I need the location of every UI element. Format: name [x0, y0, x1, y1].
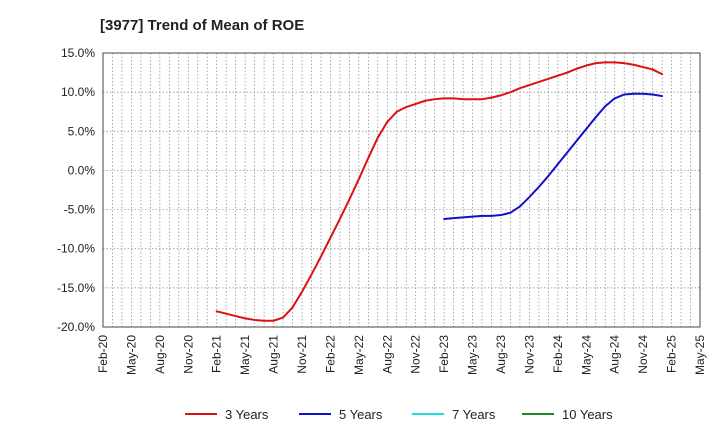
y-tick-label: 10.0% — [61, 85, 95, 99]
y-tick-label: 15.0% — [61, 46, 95, 60]
x-tick-label: May-20 — [124, 335, 138, 375]
x-tick-label: May-24 — [579, 335, 593, 375]
y-tick-label: 0.0% — [68, 163, 96, 177]
x-tick-label: Feb-24 — [551, 335, 565, 373]
grid-lines — [102, 52, 701, 328]
x-tick-label: Feb-20 — [96, 335, 110, 373]
x-tick-label: May-25 — [693, 335, 707, 375]
y-tick-label: -20.0% — [57, 320, 95, 334]
y-tick-label: -5.0% — [64, 203, 96, 217]
x-tick-label: Feb-25 — [665, 335, 679, 373]
x-tick-label: May-23 — [466, 335, 480, 375]
legend-label: 7 Years — [452, 407, 496, 422]
chart-title: [3977] Trend of Mean of ROE — [100, 17, 304, 34]
x-tick-label: Feb-22 — [323, 335, 337, 373]
legend-label: 5 Years — [339, 407, 383, 422]
y-tick-label: -15.0% — [57, 281, 95, 295]
x-tick-label: Aug-20 — [153, 335, 167, 374]
x-tick-label: Feb-21 — [210, 335, 224, 373]
x-tick-label: Aug-24 — [608, 335, 622, 374]
legend-label: 3 Years — [225, 407, 269, 422]
x-tick-label: Nov-23 — [522, 335, 536, 374]
x-tick-label: May-21 — [238, 335, 252, 375]
x-tick-label: Aug-22 — [380, 335, 394, 374]
x-tick-label: Feb-23 — [437, 335, 451, 373]
legend: 3 Years 5 Years 7 Years 10 Years — [185, 407, 613, 422]
x-tick-label: Nov-22 — [409, 335, 423, 374]
x-tick-label: Aug-21 — [267, 335, 281, 374]
y-tick-label: -10.0% — [57, 242, 95, 256]
series-lines — [215, 61, 664, 322]
axes — [102, 52, 701, 328]
legend-label: 10 Years — [562, 407, 613, 422]
x-tick-label: May-22 — [352, 335, 366, 375]
x-tick-label: Aug-23 — [494, 335, 508, 374]
x-tick-labels: Feb-20 May-20 Aug-20 Nov-20 Feb-21 May-21 Aug-… — [96, 335, 707, 375]
y-tick-labels: 15.0% 10.0% 5.0% 0.0% -5.0% -10.0% -15.0% -20.0… — [57, 46, 95, 334]
series-line-5-years — [443, 92, 664, 220]
x-tick-label: Nov-24 — [636, 335, 650, 374]
series-line-3-years — [215, 61, 664, 322]
x-tick-label: Nov-21 — [295, 335, 309, 374]
x-tick-label: Nov-20 — [181, 335, 195, 374]
y-tick-label: 5.0% — [68, 124, 96, 138]
plot-frame — [102, 52, 701, 328]
